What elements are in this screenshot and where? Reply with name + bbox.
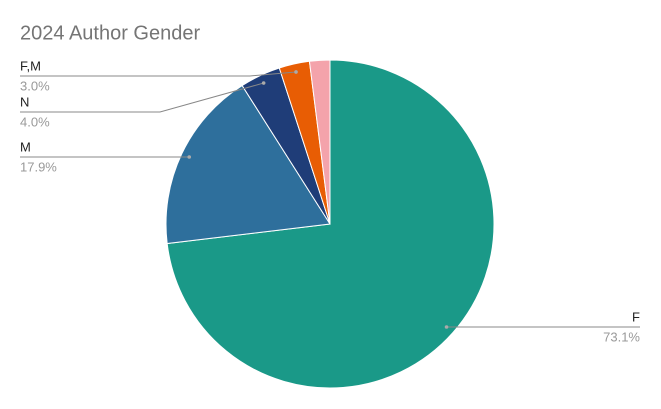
pie-slice: [308, 59, 331, 225]
leader-dot: [444, 325, 449, 329]
slice-value-label: 3.0%: [20, 78, 50, 93]
leader-dot: [187, 155, 192, 159]
leader-dot: [294, 70, 298, 74]
slice-value-label: 17.9%: [20, 159, 57, 174]
leader-dot: [261, 81, 266, 85]
slice-value-label: 73.1%: [603, 329, 640, 344]
pie-slice: [165, 84, 331, 245]
chart-title: 2024 Author Gender: [20, 22, 200, 44]
leader-line: [20, 71, 297, 77]
slice-label: F,M: [20, 58, 41, 73]
slice-label: F: [632, 309, 640, 324]
slice-label: N: [20, 94, 29, 109]
slice-label: M: [20, 139, 31, 154]
leader-line: [20, 82, 264, 113]
slice-value-label: 4.0%: [20, 114, 50, 129]
